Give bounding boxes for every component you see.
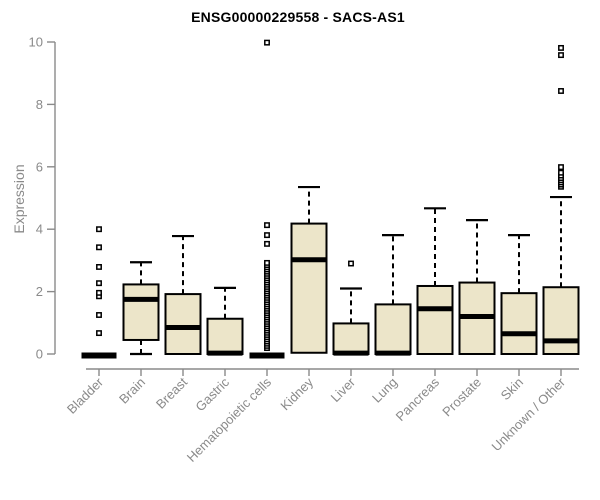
x-tick-label-kidney: Kidney: [277, 374, 316, 413]
outlier-point-bladder: [96, 226, 102, 233]
box-kidney: [290, 222, 328, 354]
collapsed-box-bladder: [81, 352, 117, 359]
x-tick-label-brain: Brain: [116, 375, 148, 407]
outlier-point-hematopoietic-cells: [264, 39, 270, 46]
box-pancreas: [416, 284, 454, 356]
y-tick-label: 10: [29, 35, 43, 50]
x-tick-label-bladder: Bladder: [64, 374, 107, 417]
box-lung: [374, 303, 412, 355]
x-tick-label-breast: Breast: [153, 374, 190, 411]
box-skin: [500, 292, 538, 356]
y-tick-label: 8: [36, 97, 43, 112]
box-gastric: [206, 317, 244, 355]
x-tick-label-gastric: Gastric: [192, 374, 232, 414]
y-tick-label: 0: [36, 347, 43, 362]
y-axis-label: Expression: [11, 164, 27, 234]
x-tick-label-skin: Skin: [498, 375, 526, 403]
outlier-point-bladder: [96, 280, 102, 287]
outlier-point-liver: [348, 260, 354, 267]
box-brain: [122, 283, 160, 341]
x-tick-label-prostate: Prostate: [439, 375, 484, 420]
outlier-point-unknown-other: [558, 169, 564, 176]
chart-title: ENSG00000229558 - SACS-AS1: [191, 9, 405, 25]
y-tick-label: 6: [36, 159, 43, 174]
box-unknown-other: [542, 286, 580, 355]
collapsed-box-hematopoietic-cells: [249, 352, 285, 359]
box-breast: [164, 293, 202, 356]
outlier-point-unknown-other: [558, 52, 564, 59]
x-tick-label-liver: Liver: [328, 374, 359, 405]
outlier-point-unknown-other: [558, 88, 564, 94]
outlier-point-bladder: [96, 312, 102, 318]
outlier-point-bladder: [96, 289, 102, 296]
outlier-point-unknown-other: [558, 44, 564, 51]
outlier-point-hematopoietic-cells: [264, 232, 270, 239]
y-tick-label: 2: [36, 284, 43, 299]
outlier-point-unknown-other: [558, 164, 564, 171]
x-tick-label-unknown-other: Unknown / Other: [489, 374, 569, 454]
outlier-point-bladder: [96, 330, 102, 337]
x-tick-label-lung: Lung: [369, 375, 400, 406]
y-tick-label: 4: [36, 222, 43, 237]
outlier-point-hematopoietic-cells: [264, 240, 270, 247]
outlier-point-hematopoietic-cells: [264, 222, 270, 229]
outlier-point-bladder: [96, 264, 102, 270]
x-tick-label-pancreas: Pancreas: [393, 374, 443, 424]
box-liver: [332, 322, 370, 356]
outlier-point-bladder: [96, 244, 102, 251]
outlier-point-hematopoietic-cells: [264, 259, 270, 266]
